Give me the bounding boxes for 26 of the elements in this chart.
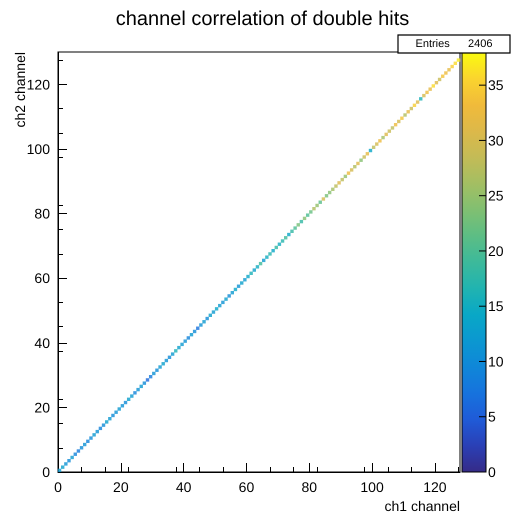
x-axis-title: ch1 channel (384, 498, 460, 514)
x-tick-label: 20 (113, 479, 129, 495)
y-axis-title: ch2 channel (12, 52, 28, 128)
color-bar-label: 25 (488, 188, 504, 204)
color-bar-label: 20 (488, 242, 504, 259)
y-tick-label: 60 (34, 270, 50, 286)
x-tick-label: 60 (238, 479, 254, 495)
color-bar-label: 35 (488, 77, 504, 94)
color-bar-label: 30 (488, 132, 504, 148)
x-tick-label: 100 (360, 479, 384, 495)
x-tick-label: 40 (176, 479, 192, 495)
color-bar-label: 15 (488, 298, 504, 314)
x-tick-label: 80 (301, 479, 318, 495)
y-tick-label: 0 (42, 464, 50, 480)
color-bar-label: 10 (488, 353, 504, 370)
y-tick-label: 100 (26, 140, 50, 157)
y-tick-label: 40 (34, 334, 50, 351)
x-tick-label: 120 (423, 479, 447, 495)
y-tick-label: 120 (26, 76, 50, 92)
color-bar-label: 5 (488, 408, 496, 425)
y-tick-label: 80 (34, 206, 50, 222)
color-bar-label: 0 (488, 464, 496, 480)
text: Entries 2406 (415, 38, 493, 50)
chart-title: channel correlation of double hits (116, 8, 410, 30)
x-tick-label: 0 (54, 479, 62, 495)
y-tick-label: 20 (34, 399, 50, 416)
